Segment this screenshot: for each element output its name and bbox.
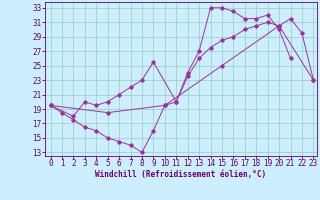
X-axis label: Windchill (Refroidissement éolien,°C): Windchill (Refroidissement éolien,°C) <box>95 170 266 179</box>
